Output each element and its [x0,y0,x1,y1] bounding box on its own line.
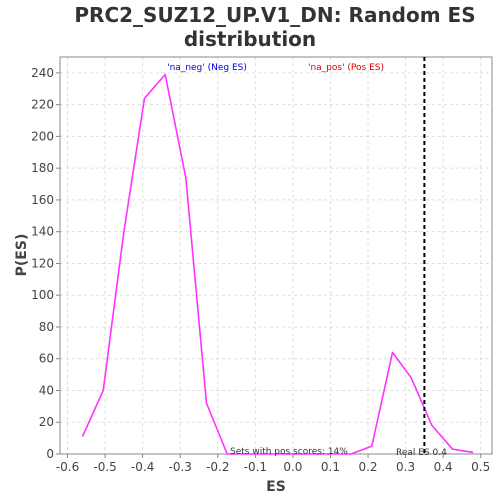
y-tick-label: 40 [39,383,54,397]
y-axis-title: P(ES) [14,234,30,277]
y-axis: 0 20 40 60 80 100 120 140 160 180 200 220 240 [31,66,60,461]
y-tick-label: 160 [31,193,54,207]
y-tick-label: 100 [31,288,54,302]
pos-scores-text: Sets with pos scores: 14% [230,447,348,457]
x-tick-label: 0.4 [434,460,453,474]
y-tick-label: 200 [31,129,54,143]
x-tick-label: -0.2 [206,460,229,474]
x-tick-label: -0.6 [56,460,79,474]
y-tick-label: 140 [31,225,54,239]
x-tick-label: -0.5 [93,460,116,474]
x-tick-label: 0.2 [358,460,377,474]
x-tick-label: -0.1 [244,460,267,474]
real-es-label: Real ES 0.4 [396,448,447,458]
y-tick-label: 0 [46,447,54,461]
x-tick-label: -0.3 [168,460,191,474]
x-tick-label: 0.1 [321,460,340,474]
y-tick-label: 220 [31,98,54,112]
x-tick-label: 0.3 [396,460,415,474]
y-tick-label: 60 [39,352,54,366]
y-tick-label: 240 [31,66,54,80]
series-layer [81,73,474,455]
pos-es-label: 'na_pos' (Pos ES) [308,63,384,73]
x-axis: -0.6 -0.5 -0.4 -0.3 -0.2 -0.1 0.0 0.1 0.2 0.3 0.4 0… [56,454,490,474]
y-tick-label: 180 [31,161,54,175]
x-tick-label: 0.5 [471,460,490,474]
chart-title-line-2: distribution [184,27,316,51]
y-tick-label: 120 [31,256,54,270]
chart-title-line-1: PRC2_SUZ12_UP.V1_DN: Random ES [74,3,475,27]
x-tick-label: 0.0 [283,460,302,474]
plot-area [59,56,493,455]
grid [60,57,492,455]
y-tick-label: 80 [39,320,54,334]
neg-es-label: 'na_neg' (Neg ES) [167,63,247,73]
x-tick-label: -0.4 [131,460,154,474]
y-tick-label: 20 [39,415,54,429]
series-line [81,73,474,455]
x-axis-title: ES [266,479,286,495]
